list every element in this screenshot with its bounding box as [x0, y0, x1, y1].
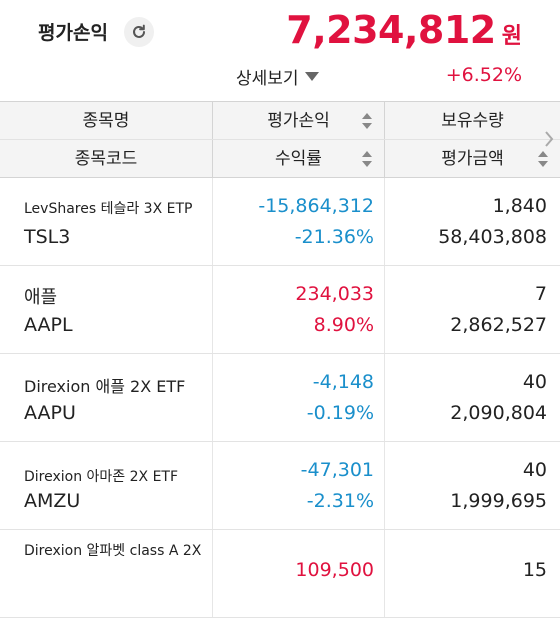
return-rate-value: -0.19% [306, 402, 374, 424]
holdings-list: LevShares 테슬라 3X ETP TSL3 -15,864,312 -2… [0, 178, 560, 618]
header-quantity: 보유수량 [441, 111, 504, 131]
stock-name: LevShares 테슬라 3X ETP [24, 201, 193, 217]
column-divider [212, 354, 213, 441]
quantity-value: 7 [534, 283, 547, 305]
valuation-value: 2,862,527 [450, 314, 547, 336]
return-rate-value: -21.36% [294, 226, 374, 248]
table-row[interactable]: Direxion 아마존 2X ETF AMZU -47,301 -2.31% … [0, 442, 560, 530]
table-row[interactable]: 애플 AAPL 234,033 8.90% 7 2,862,527 [0, 266, 560, 354]
table-row[interactable]: Direxion 알파벳 class A 2X 109,500 15 [0, 530, 560, 618]
table-header: 종목명 종목코드 평가손익 수익률 보유수량 평가금액 [0, 101, 560, 178]
sort-return-rate-header[interactable]: 수익률 [213, 140, 384, 178]
stock-code: AAPU [24, 402, 76, 424]
profit-loss-value: -15,864,312 [258, 195, 374, 217]
quantity-value: 1,840 [492, 195, 547, 217]
table-row[interactable]: LevShares 테슬라 3X ETP TSL3 -15,864,312 -2… [0, 178, 560, 266]
profit-loss-value: -4,148 [312, 371, 374, 393]
column-divider [384, 530, 385, 617]
total-return-rate: +6.52% [445, 64, 522, 86]
profit-loss-value: 109,500 [295, 559, 374, 581]
column-divider [384, 442, 385, 529]
sort-valuation-header[interactable]: 평가금액 [385, 140, 560, 178]
total-value: 7,234,812 [286, 8, 496, 52]
sort-icon [362, 151, 372, 167]
return-rate-value: -2.31% [306, 490, 374, 512]
stock-code: AMZU [24, 490, 81, 512]
header-stock-name: 종목명 [82, 111, 130, 131]
stock-name: Direxion 아마존 2X ETF [24, 469, 179, 485]
profit-loss-value: 234,033 [295, 283, 374, 305]
sort-profit-loss-header[interactable]: 평가손익 [213, 102, 384, 140]
summary-section: 평가손익 7,234,812 원 상세보기 +6.52% [0, 0, 560, 102]
profit-loss-value: -47,301 [300, 459, 374, 481]
total-profit-loss: 7,234,812 원 [286, 8, 522, 52]
stock-code: TSL3 [24, 226, 71, 248]
refresh-button[interactable] [124, 17, 154, 47]
column-divider [212, 178, 213, 265]
detail-label: 상세보기 [236, 69, 299, 89]
quantity-value: 40 [522, 459, 547, 481]
refresh-icon [133, 24, 145, 38]
return-rate-value: 8.90% [313, 314, 374, 336]
valuation-value: 1,999,695 [450, 490, 547, 512]
valuation-value: 58,403,808 [438, 226, 547, 248]
header-row-divider [0, 139, 560, 140]
column-divider [212, 442, 213, 529]
currency-unit: 원 [501, 24, 522, 49]
table-row[interactable]: Direxion 애플 2X ETF AAPU -4,148 -0.19% 40… [0, 354, 560, 442]
column-divider [384, 266, 385, 353]
stock-name: Direxion 애플 2X ETF [24, 377, 186, 396]
profit-loss-label: 평가손익 [38, 22, 108, 44]
column-divider [212, 266, 213, 353]
column-divider [384, 354, 385, 441]
column-divider [212, 530, 213, 617]
header-stock-code: 종목코드 [74, 149, 138, 169]
stock-name: Direxion 알파벳 class A 2X [24, 543, 202, 559]
sort-icon [362, 113, 372, 129]
quantity-value: 40 [522, 371, 547, 393]
stock-name: 애플 [24, 287, 58, 308]
column-divider [384, 178, 385, 265]
stock-code: AAPL [24, 314, 73, 336]
chevron-right-icon[interactable] [544, 130, 554, 148]
valuation-value: 2,090,804 [450, 402, 547, 424]
sort-icon [538, 151, 548, 167]
caret-down-icon [304, 72, 319, 81]
detail-toggle[interactable]: 상세보기 [236, 64, 319, 89]
quantity-value: 15 [522, 559, 547, 581]
